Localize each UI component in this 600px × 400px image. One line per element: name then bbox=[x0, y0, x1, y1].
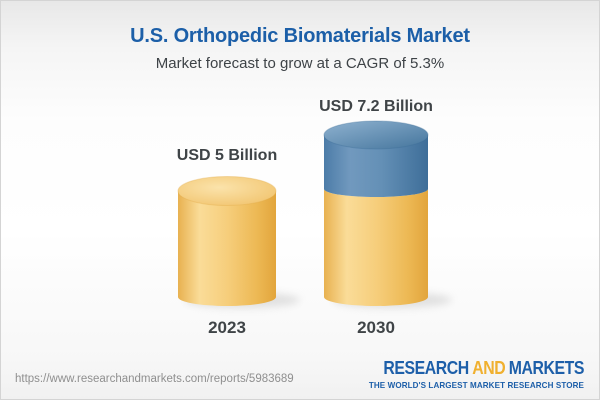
cylinder-2023-body bbox=[178, 191, 276, 306]
value-label-2030: USD 7.2 Billion bbox=[319, 98, 433, 115]
logo-word-and: AND bbox=[472, 358, 506, 378]
category-label-2030: 2030 bbox=[357, 318, 395, 337]
cylinder-2030 bbox=[323, 120, 429, 306]
value-label-2023: USD 5 Billion bbox=[176, 147, 278, 164]
cylinder-2030-growth-segment bbox=[324, 135, 428, 197]
logo-wordmark: RESEARCH AND MARKETS bbox=[383, 359, 584, 377]
page-subtitle: Market forecast to grow at a CAGR of 5.3… bbox=[155, 55, 445, 72]
cylinder-2030-base-segment bbox=[324, 189, 428, 306]
report-url: https://www.researchandmarkets.com/repor… bbox=[15, 373, 294, 385]
logo-tagline: THE WORLD'S LARGEST MARKET RESEARCH STOR… bbox=[368, 380, 584, 390]
cylinder-2023-top bbox=[177, 176, 277, 206]
logo-word-research: RESEARCH bbox=[383, 358, 469, 378]
research-and-markets-logo: RESEARCH AND MARKETS THE WORLD'S LARGEST M… bbox=[356, 359, 585, 390]
page-title: U.S. Orthopedic Biomaterials Market bbox=[130, 25, 470, 47]
category-label-2023: 2023 bbox=[208, 318, 246, 337]
logo-word-markets: MARKETS bbox=[508, 358, 585, 378]
cylinder-2030-top bbox=[323, 120, 429, 150]
cylinder-2023 bbox=[177, 176, 277, 306]
